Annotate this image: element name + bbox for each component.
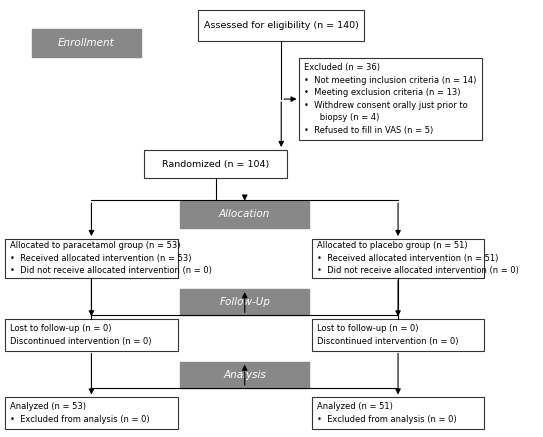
Text: Enrollment: Enrollment (58, 38, 115, 48)
FancyBboxPatch shape (312, 319, 484, 350)
FancyBboxPatch shape (312, 397, 484, 429)
FancyBboxPatch shape (180, 362, 309, 388)
Text: Allocation: Allocation (219, 209, 270, 219)
Text: Lost to follow-up (n = 0)
Discontinued intervention (n = 0): Lost to follow-up (n = 0) Discontinued i… (10, 324, 151, 346)
FancyBboxPatch shape (5, 319, 178, 350)
Text: Follow-Up: Follow-Up (219, 297, 270, 307)
FancyBboxPatch shape (312, 239, 484, 278)
Text: Randomized (n = 104): Randomized (n = 104) (162, 160, 269, 169)
Text: Analyzed (n = 51)
•  Excluded from analysis (n = 0): Analyzed (n = 51) • Excluded from analys… (317, 402, 456, 424)
Text: Assessed for eligibility (n = 140): Assessed for eligibility (n = 140) (204, 21, 359, 30)
Text: Lost to follow-up (n = 0)
Discontinued intervention (n = 0): Lost to follow-up (n = 0) Discontinued i… (317, 324, 458, 346)
FancyBboxPatch shape (180, 201, 309, 228)
FancyBboxPatch shape (180, 289, 309, 316)
Text: Allocated to placebo group (n = 51)
•  Received allocated intervention (n = 51)
: Allocated to placebo group (n = 51) • Re… (317, 242, 519, 275)
FancyBboxPatch shape (144, 150, 287, 178)
FancyBboxPatch shape (5, 239, 178, 278)
Text: Excluded (n = 36)
•  Not meeting inclusion criteria (n = 14)
•  Meeting exclusio: Excluded (n = 36) • Not meeting inclusio… (305, 63, 477, 135)
FancyBboxPatch shape (300, 58, 482, 140)
Text: Allocated to paracetamol group (n = 53)
•  Received allocated intervention (n = : Allocated to paracetamol group (n = 53) … (10, 242, 212, 275)
Text: Analyzed (n = 53)
•  Excluded from analysis (n = 0): Analyzed (n = 53) • Excluded from analys… (10, 402, 149, 424)
Text: Analysis: Analysis (223, 370, 266, 380)
FancyBboxPatch shape (199, 10, 364, 41)
FancyBboxPatch shape (5, 397, 178, 429)
FancyBboxPatch shape (32, 28, 141, 57)
